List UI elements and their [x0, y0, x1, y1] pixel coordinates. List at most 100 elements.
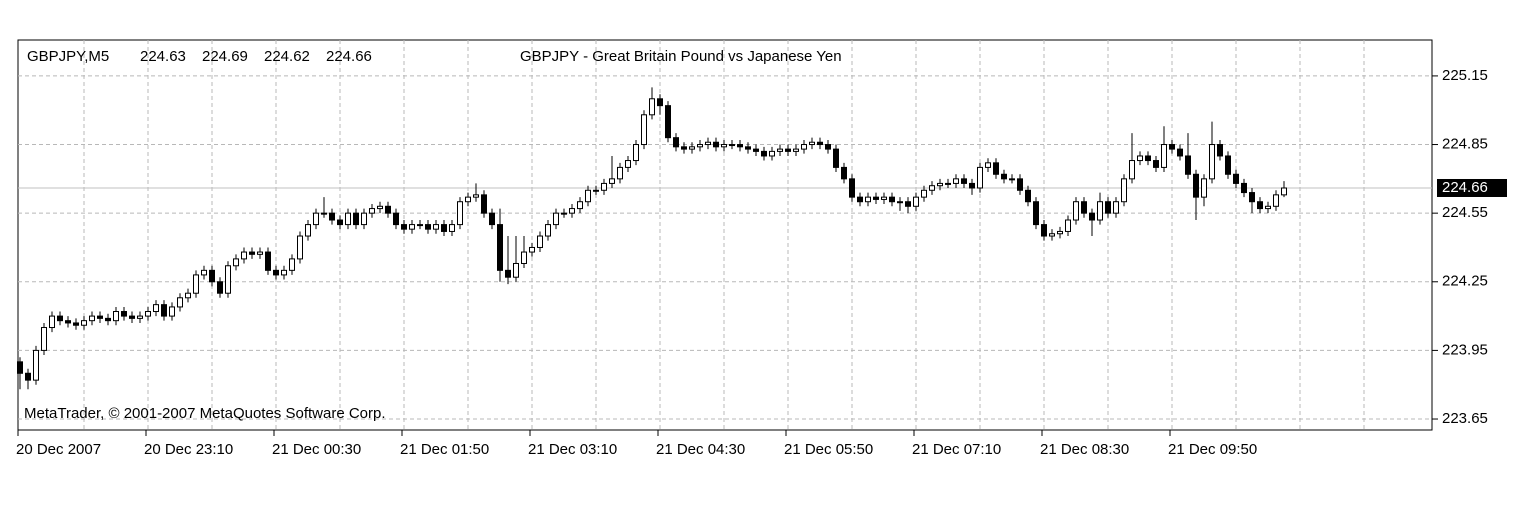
candle-body — [1225, 155, 1231, 175]
candle-body — [241, 251, 247, 260]
candle-body — [953, 178, 959, 184]
candle-body — [57, 315, 63, 322]
last-high: 224.69 — [202, 48, 248, 65]
last-low: 224.62 — [264, 48, 310, 65]
candle-body — [1201, 178, 1207, 198]
candle-body — [457, 201, 463, 226]
candle-body — [497, 224, 503, 271]
x-tick-label: 21 Dec 07:10 — [912, 441, 1001, 458]
symbol-label: GBPJPY,M5 — [27, 48, 109, 65]
candle-body — [681, 146, 687, 150]
candle-body — [137, 315, 143, 319]
candle-body — [561, 212, 567, 215]
y-tick-label: 225.15 — [1442, 67, 1488, 84]
candle-body — [185, 292, 191, 299]
candle-body — [129, 315, 135, 319]
candle-body — [177, 297, 183, 308]
candle-body — [1209, 144, 1215, 180]
candle-body — [49, 315, 55, 329]
candle-body — [985, 162, 991, 168]
candle-body — [393, 212, 399, 226]
candle-body — [913, 196, 919, 207]
candle-body — [1057, 230, 1063, 235]
candle-body — [489, 212, 495, 226]
candle-body — [1097, 201, 1103, 221]
candle-body — [1161, 144, 1167, 168]
plot-frame — [17, 39, 1433, 431]
candle-body — [529, 246, 535, 253]
x-tick-label: 20 Dec 2007 — [16, 441, 101, 458]
candle-body — [145, 311, 151, 317]
x-tick-label: 21 Dec 00:30 — [272, 441, 361, 458]
candle-body — [537, 235, 543, 248]
candle-body — [777, 148, 783, 152]
candle-body — [1265, 205, 1271, 210]
candle-body — [1249, 192, 1255, 203]
candle-body — [633, 144, 639, 162]
candle-body — [153, 304, 159, 313]
candle-body — [433, 224, 439, 230]
candle-body — [993, 162, 999, 175]
candle-body — [1041, 224, 1047, 237]
candle-body — [417, 224, 423, 227]
candle-body — [161, 304, 167, 317]
candle-body — [729, 144, 735, 147]
y-tick-label: 223.95 — [1442, 341, 1488, 358]
candle-body — [593, 189, 599, 192]
candle-body — [1105, 201, 1111, 214]
candle-body — [1281, 187, 1287, 196]
last-price-label: 224.66 — [1442, 179, 1488, 196]
candle-body — [801, 144, 807, 150]
candle-body — [1273, 194, 1279, 207]
x-tick-label: 20 Dec 23:10 — [144, 441, 233, 458]
candle-body — [361, 212, 367, 226]
last-open: 224.63 — [140, 48, 186, 65]
y-tick-label: 224.25 — [1442, 273, 1488, 290]
candle-body — [969, 182, 975, 189]
y-tick-label: 224.85 — [1442, 136, 1488, 153]
candle-body — [617, 166, 623, 180]
candle-body — [385, 205, 391, 214]
candle-body — [625, 160, 631, 168]
candle-body — [321, 212, 327, 215]
candle-body — [1145, 155, 1151, 162]
candle-body — [217, 281, 223, 294]
candle-body — [1009, 178, 1015, 181]
candle-body — [849, 178, 855, 198]
candle-body — [409, 224, 415, 230]
candle-body — [713, 141, 719, 148]
candle-body — [209, 269, 215, 283]
candle-body — [1089, 212, 1095, 221]
y-tick-label: 224.55 — [1442, 204, 1488, 221]
candle-body — [817, 141, 823, 146]
candle-body — [785, 148, 791, 152]
candle-body — [585, 189, 591, 203]
candle-body — [449, 224, 455, 232]
candle-body — [937, 182, 943, 187]
candle-body — [873, 196, 879, 200]
candle-body — [441, 224, 447, 232]
candle-body — [169, 306, 175, 317]
candle-body — [1113, 201, 1119, 214]
last-price-box — [1437, 178, 1507, 197]
candle-body — [225, 265, 231, 294]
candle-body — [841, 166, 847, 180]
candle-body — [649, 98, 655, 116]
candle-body — [657, 98, 663, 107]
candle-body — [569, 208, 575, 214]
candle-body — [193, 274, 199, 294]
candle-body — [401, 224, 407, 230]
candle-body — [929, 185, 935, 191]
candle-body — [513, 262, 519, 278]
candle-body — [201, 269, 207, 276]
candle-body — [793, 148, 799, 152]
candle-body — [721, 144, 727, 148]
candle-body — [1129, 160, 1135, 180]
candle-body — [1073, 201, 1079, 221]
candle-body — [921, 189, 927, 198]
candle-body — [857, 196, 863, 203]
candle-body — [673, 137, 679, 148]
candle-body — [1137, 155, 1143, 162]
candle-body — [689, 146, 695, 150]
